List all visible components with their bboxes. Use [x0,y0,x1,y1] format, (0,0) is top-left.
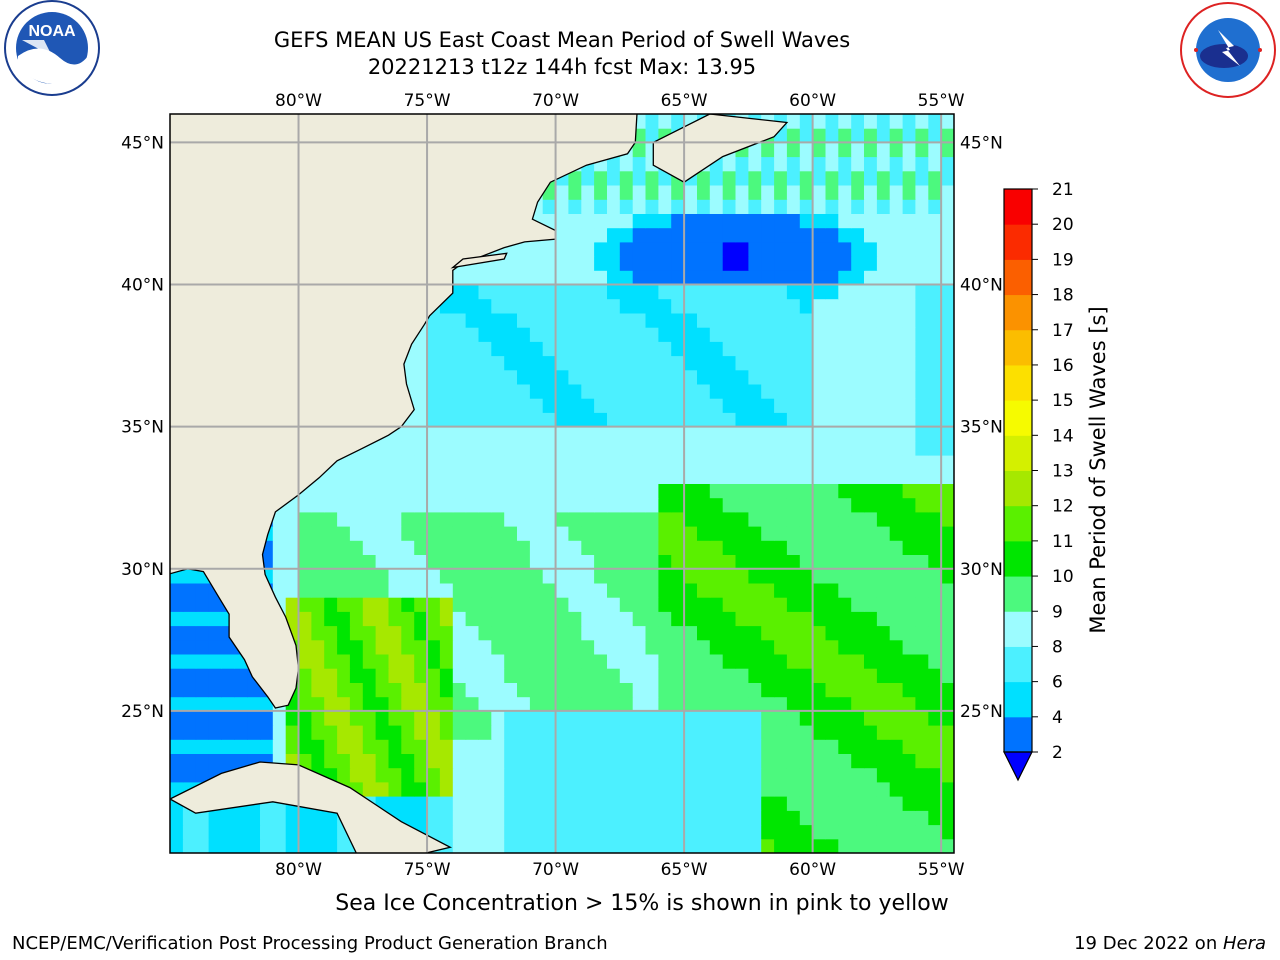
colorbar-segment [1004,224,1032,260]
credit-left: NCEP/EMC/Verification Post Processing Pr… [12,933,608,954]
colorbar-segment [1004,681,1032,718]
colorbar-tick-label: 16 [1052,356,1074,376]
colorbar-tick-label: 20 [1052,215,1074,235]
lon-tick-label-bottom: 80°W [275,860,322,880]
lat-tick-label-left: 45°N [121,133,164,153]
colorbar-segment [1004,435,1032,471]
colorbar-segment [1004,259,1032,296]
lon-tick-label-top: 60°W [789,91,836,111]
colorbar-tick-label: 17 [1052,321,1074,341]
colorbar-segment [1004,400,1032,436]
colorbar: 2 4 6 8 9 10 11 12 13 14 15 16 17 18 19 20 21 [1003,180,1074,782]
credit-host: Hera [1222,933,1266,954]
colorbar-tick-label: 4 [1052,708,1063,728]
colorbar-segment [1004,470,1032,507]
lat-tick-label-right: 45°N [960,133,1003,153]
chart-title: GEFS MEAN US East Coast Mean Period of S… [273,28,851,52]
colorbar-segment [1004,505,1032,542]
sea-ice-note: Sea Ice Concentration > 15% is shown in … [335,891,949,916]
colorbar-tick-label: 13 [1052,462,1074,482]
lon-tick-label-top: 75°W [404,91,451,111]
lat-tick-label-right: 25°N [960,702,1003,722]
colorbar-segment [1004,189,1032,225]
plot-frame [169,113,955,854]
credit-right: 19 Dec 2022 on Hera [1074,933,1266,954]
colorbar-segment [1004,611,1032,647]
lon-tick-label-top: 80°W [275,91,322,111]
colorbar-tick-label: 2 [1052,743,1063,763]
colorbar-tick-label: 9 [1052,602,1063,622]
colorbar-segment [1004,540,1032,577]
axis-tick-labels: 80°W 80°W 75°W 75°W 70°W 70°W 65°W 65°W 60°W 60°W… [121,91,1003,880]
lon-tick-label-bottom: 60°W [789,860,836,880]
colorbar-tick-label: 19 [1052,250,1074,270]
lat-tick-label-left: 25°N [121,702,164,722]
colorbar-segment [1004,294,1032,331]
lat-tick-label-left: 40°N [121,276,164,296]
colorbar-segment [1004,364,1032,401]
colorbar-tick-label: 15 [1052,391,1074,411]
colorbar-under-arrow [1003,751,1033,782]
graticule [170,114,954,853]
lat-tick-label-right: 35°N [960,418,1003,438]
colorbar-tick-label: 6 [1052,673,1063,693]
land-mask [170,114,789,853]
lat-tick-label-left: 30°N [121,560,164,580]
lat-tick-label-right: 30°N [960,560,1003,580]
colorbar-segment [1004,646,1032,683]
chart-subtitle-run-info: 20221213 t12z 144h fcst Max: 13.95 [367,55,757,79]
lon-tick-label-bottom: 70°W [532,860,579,880]
lat-tick-label-right: 40°N [960,276,1003,296]
colorbar-tick-label: 21 [1052,180,1074,200]
colorbar-label: Mean Period of Swell Waves [s] [1086,306,1110,634]
colorbar-segment [1004,576,1032,612]
nws-logo [1176,0,1280,100]
colorbar-tick-label: 10 [1052,567,1074,587]
lon-tick-label-top: 65°W [661,91,708,111]
colorbar-segment [1004,716,1032,753]
credit-date: 19 Dec 2022 on [1074,933,1223,954]
lat-tick-label-left: 35°N [121,418,164,438]
lon-tick-label-bottom: 75°W [404,860,451,880]
colorbar-tick-label: 12 [1052,497,1074,517]
colorbar-tick-label: 14 [1052,426,1074,446]
colorbar-tick-label: 8 [1052,637,1063,657]
colorbar-tick-label: 18 [1052,286,1074,306]
colorbar-segment [1004,329,1032,366]
noaa-logo-text: NOAA [28,23,76,40]
lon-tick-label-bottom: 55°W [918,860,965,880]
lon-tick-label-bottom: 65°W [661,860,708,880]
noaa-logo: NOAA [0,0,104,100]
colorbar-tick-label: 11 [1052,532,1074,552]
lon-tick-label-top: 70°W [532,91,579,111]
lon-tick-label-top: 55°W [918,91,965,111]
